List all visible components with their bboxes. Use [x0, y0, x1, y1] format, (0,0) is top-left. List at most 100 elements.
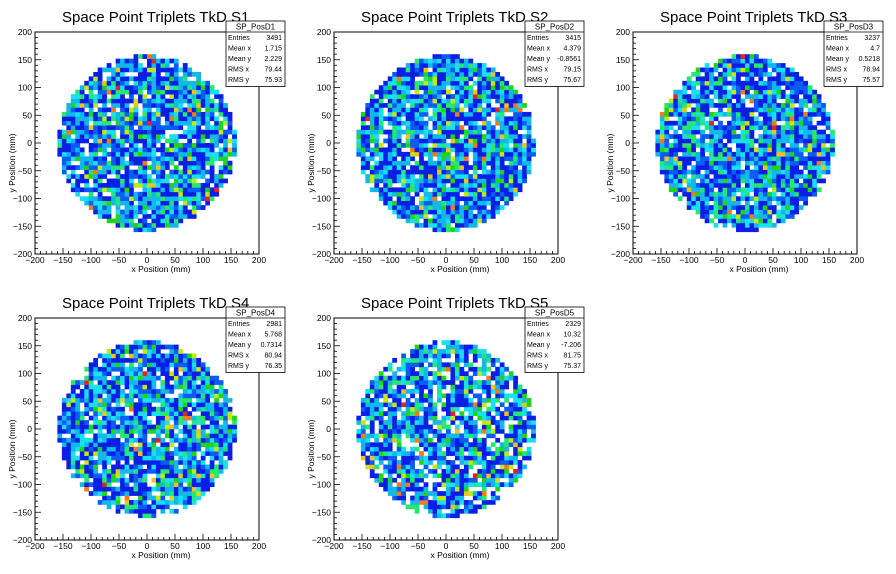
heatmap-cell — [789, 67, 795, 73]
heatmap-cell — [446, 125, 451, 130]
heatmap-cell — [138, 178, 143, 184]
heatmap-cell — [508, 151, 514, 157]
heatmap-cell — [396, 178, 402, 184]
heatmap-cell — [129, 344, 134, 350]
heatmap-cell — [129, 486, 134, 492]
heatmap-cell — [508, 165, 514, 170]
heatmap-cell — [517, 160, 523, 166]
heatmap-cell — [785, 156, 791, 162]
heatmap-cell — [794, 151, 800, 157]
stats-value: 79.15 — [563, 67, 581, 74]
heatmap-cell — [798, 147, 804, 153]
heatmap-cell — [209, 196, 215, 202]
heatmap-cell — [419, 125, 424, 130]
heatmap-cell — [223, 402, 228, 408]
heatmap-cell — [454, 67, 460, 73]
heatmap-cell — [200, 111, 206, 117]
heatmap-cell — [463, 218, 469, 224]
heatmap-cell — [133, 446, 139, 452]
heatmap-cell — [187, 353, 193, 359]
heatmap-cell — [88, 156, 94, 162]
heatmap-cell — [423, 103, 429, 108]
heatmap-cell — [490, 76, 496, 82]
heatmap-cell — [522, 134, 527, 139]
heatmap-cell — [191, 134, 197, 139]
heatmap-cell — [428, 58, 433, 64]
heatmap-cell — [164, 151, 170, 157]
heatmap-cell — [508, 156, 514, 162]
stats-label: RMS y — [527, 77, 549, 84]
heatmap-cell — [120, 218, 125, 224]
heatmap-cell — [182, 468, 188, 474]
heatmap-cell — [785, 191, 791, 197]
heatmap-cell — [691, 94, 697, 99]
heatmap-cell — [147, 111, 152, 117]
heatmap-cell — [727, 196, 732, 202]
heatmap-cell — [169, 500, 175, 505]
heatmap-cell — [686, 196, 692, 202]
heatmap-cell — [151, 151, 157, 157]
y-tick-label: −150 — [13, 221, 32, 231]
heatmap-cell — [378, 191, 384, 197]
heatmap-cell — [200, 151, 206, 157]
heatmap-cell — [124, 380, 130, 385]
heatmap-cell — [173, 384, 179, 390]
heatmap-cell — [164, 504, 170, 510]
heatmap-cell — [758, 89, 764, 95]
heatmap-cell — [410, 67, 415, 73]
heatmap-cell — [378, 196, 384, 202]
heatmap-cell — [120, 120, 125, 126]
heatmap-cell — [682, 169, 688, 175]
heatmap-cell — [97, 156, 103, 162]
heatmap-cell — [79, 165, 85, 170]
heatmap-cell — [718, 63, 723, 68]
heatmap-cell — [446, 209, 451, 215]
heatmap-cell — [410, 218, 415, 224]
heatmap-cell — [798, 160, 804, 166]
heatmap-cell — [472, 200, 478, 206]
heatmap-cell — [164, 384, 170, 390]
heatmap-cell — [374, 464, 380, 470]
heatmap-cell — [227, 411, 233, 416]
heatmap-cell — [718, 191, 723, 197]
heatmap-cell — [66, 460, 72, 465]
heatmap-cell — [740, 205, 746, 210]
heatmap-cell — [437, 169, 442, 175]
heatmap-cell — [88, 80, 94, 86]
heatmap-cell — [369, 406, 375, 412]
heatmap-cell — [432, 138, 438, 144]
heatmap-cell — [392, 147, 398, 153]
heatmap-cell — [57, 147, 63, 153]
heatmap-cell — [155, 495, 161, 501]
heatmap-cell — [196, 125, 202, 130]
heatmap-cell — [151, 384, 157, 390]
x-tick-label: 0 — [743, 255, 748, 265]
heatmap-cell — [124, 429, 130, 434]
heatmap-cell — [365, 415, 371, 421]
heatmap-cell — [414, 129, 420, 135]
heatmap-cell — [218, 451, 224, 456]
x-tick-label: 150 — [224, 255, 238, 265]
heatmap-cell — [169, 451, 175, 456]
heatmap-cell — [155, 344, 161, 350]
heatmap-cell — [191, 424, 197, 430]
heatmap-cell — [780, 111, 786, 117]
heatmap-cell — [79, 473, 85, 479]
heatmap-cell — [160, 63, 166, 68]
heatmap-cell — [495, 182, 501, 188]
heatmap-cell — [767, 151, 773, 157]
heatmap-cell — [825, 147, 831, 153]
heatmap-cell — [718, 169, 723, 175]
heatmap-cell — [410, 85, 415, 91]
heatmap-cell — [102, 362, 107, 368]
heatmap-cell — [223, 165, 228, 170]
heatmap-cell — [762, 111, 768, 117]
heatmap-cell — [740, 138, 746, 144]
heatmap-cell — [75, 120, 81, 126]
heatmap-cell — [102, 143, 107, 148]
heatmap-cell — [115, 214, 121, 219]
heatmap-cell — [477, 182, 483, 188]
heatmap-cell — [405, 214, 411, 219]
heatmap-cell — [504, 138, 510, 144]
heatmap-cell — [419, 143, 424, 148]
